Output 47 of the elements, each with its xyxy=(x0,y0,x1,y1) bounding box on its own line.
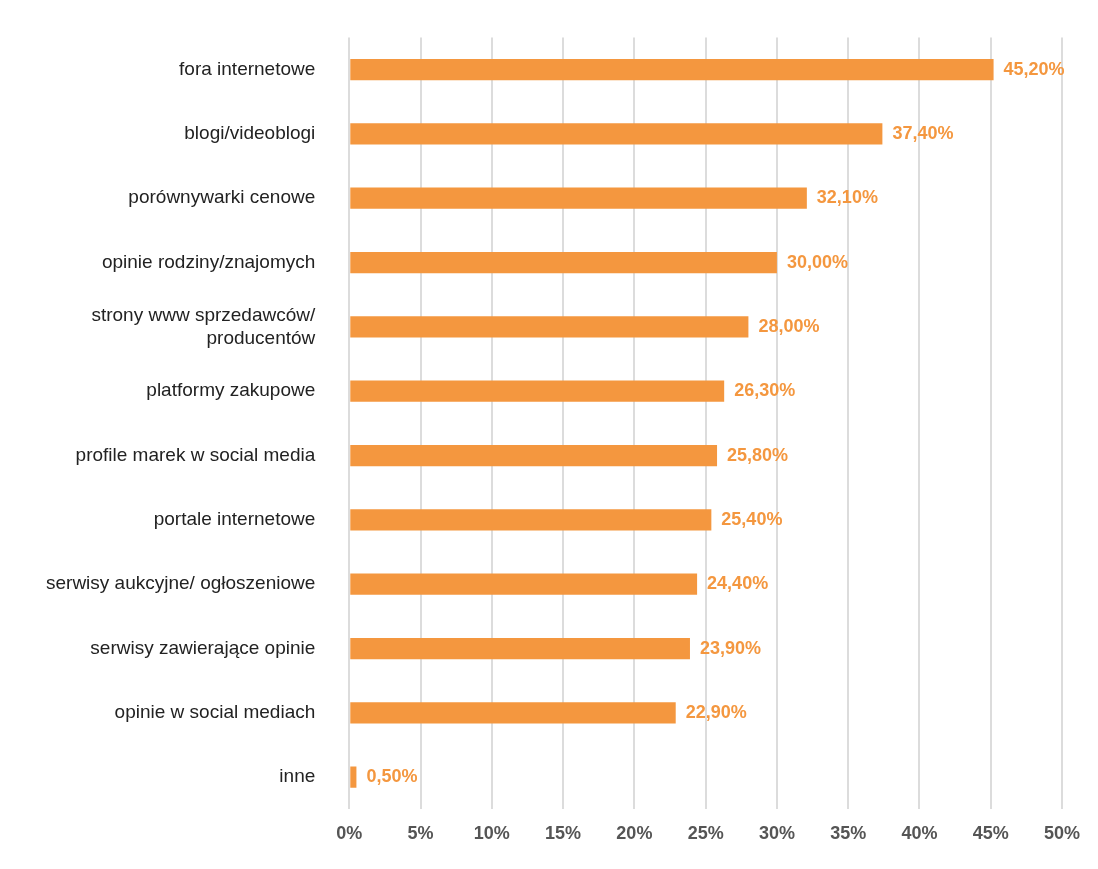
bar xyxy=(350,766,357,788)
y-tick-label: opinie rodziny/znajomych xyxy=(101,250,316,272)
y-tick-label: porównywarki cenowe xyxy=(128,186,316,208)
data-label: 28,00% xyxy=(758,315,820,336)
data-label: 45,20% xyxy=(1003,58,1065,79)
x-tick-label: 25% xyxy=(687,823,724,844)
bar xyxy=(350,251,777,274)
data-label: 37,40% xyxy=(892,122,954,143)
x-tick-label: 30% xyxy=(758,823,795,844)
x-tick-label: 45% xyxy=(972,823,1009,844)
y-tick-label: serwisy aukcyjne/ ogłoszeniowe xyxy=(46,572,316,594)
bar xyxy=(350,123,883,145)
data-label: 22,90% xyxy=(685,701,747,722)
y-tick-label: inne xyxy=(279,765,316,787)
x-tick-label: 15% xyxy=(545,823,582,844)
bar xyxy=(350,573,698,595)
x-tick-label: 40% xyxy=(901,823,938,844)
bar xyxy=(350,380,725,402)
x-tick-label: 50% xyxy=(1043,823,1081,844)
data-label: 26,30% xyxy=(734,380,796,401)
x-tick-label: 10% xyxy=(473,823,510,844)
data-label: 32,10% xyxy=(816,187,878,208)
bar xyxy=(350,316,749,338)
x-tick-label: 0% xyxy=(336,823,363,844)
data-label: 23,90% xyxy=(699,637,762,658)
data-label: 25,40% xyxy=(721,508,783,529)
y-tick-label: serwisy zawierające opinie xyxy=(90,636,316,658)
x-tick-label: 35% xyxy=(830,823,867,844)
x-tick-label: 20% xyxy=(616,823,653,844)
bar xyxy=(350,702,676,724)
data-label: 0,50% xyxy=(366,766,418,787)
y-tick-label: profile marek w social media xyxy=(75,443,316,465)
bar xyxy=(350,58,994,81)
y-tick-label: strony www sprzedawców/ producentów xyxy=(91,303,317,348)
y-tick-label: fora internetowe xyxy=(179,57,316,79)
x-tick-label: 5% xyxy=(407,823,434,844)
y-tick-label: blogi/videoblogi xyxy=(184,122,316,144)
bar xyxy=(350,509,712,531)
data-label: 24,40% xyxy=(707,573,769,594)
data-label: 30,00% xyxy=(786,251,848,272)
bar xyxy=(350,637,690,660)
bar xyxy=(350,187,807,209)
y-tick-label: platformy zakupowe xyxy=(146,379,316,401)
y-tick-label: portale internetowe xyxy=(153,508,316,530)
bar xyxy=(350,444,718,467)
y-tick-label: opinie w social mediach xyxy=(114,701,316,723)
data-label: 25,80% xyxy=(727,444,789,465)
